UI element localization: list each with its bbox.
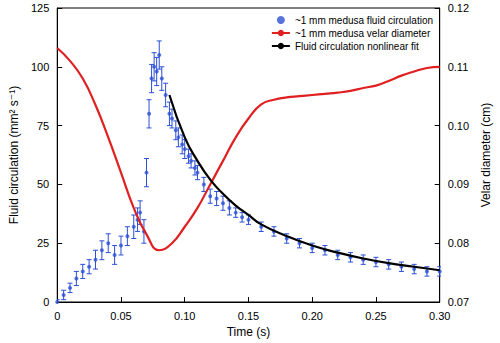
svg-text:0.05: 0.05 xyxy=(110,310,131,322)
svg-text:Velar diameter (cm): Velar diameter (cm) xyxy=(479,103,493,208)
svg-text:0.11: 0.11 xyxy=(448,61,469,73)
svg-text:0.10: 0.10 xyxy=(174,310,195,322)
svg-text:0.08: 0.08 xyxy=(448,237,469,249)
svg-text:0.12: 0.12 xyxy=(448,2,469,14)
svg-text:75: 75 xyxy=(37,120,49,132)
svg-text:100: 100 xyxy=(31,61,49,73)
svg-text:0.09: 0.09 xyxy=(448,178,469,190)
svg-text:50: 50 xyxy=(37,178,49,190)
svg-text:0: 0 xyxy=(54,310,60,322)
svg-text:0: 0 xyxy=(43,296,49,308)
svg-text:Fluid circulation nonlinear fi: Fluid circulation nonlinear fit xyxy=(295,41,419,52)
svg-text:~1 mm medusa velar diameter: ~1 mm medusa velar diameter xyxy=(295,28,431,39)
svg-text:0.10: 0.10 xyxy=(448,120,469,132)
svg-text:125: 125 xyxy=(31,2,49,14)
svg-text:25: 25 xyxy=(37,237,49,249)
svg-text:0.20: 0.20 xyxy=(302,310,323,322)
svg-text:~1 mm medusa fluid circulation: ~1 mm medusa fluid circulation xyxy=(295,15,433,26)
svg-text:Fluid circulation (mm² s⁻¹): Fluid circulation (mm² s⁻¹) xyxy=(7,86,21,224)
svg-text:0.07: 0.07 xyxy=(448,296,469,308)
svg-text:0.30: 0.30 xyxy=(429,310,450,322)
svg-text:0.25: 0.25 xyxy=(365,310,386,322)
svg-text:Time (s): Time (s) xyxy=(227,325,271,339)
svg-text:0.15: 0.15 xyxy=(238,310,259,322)
